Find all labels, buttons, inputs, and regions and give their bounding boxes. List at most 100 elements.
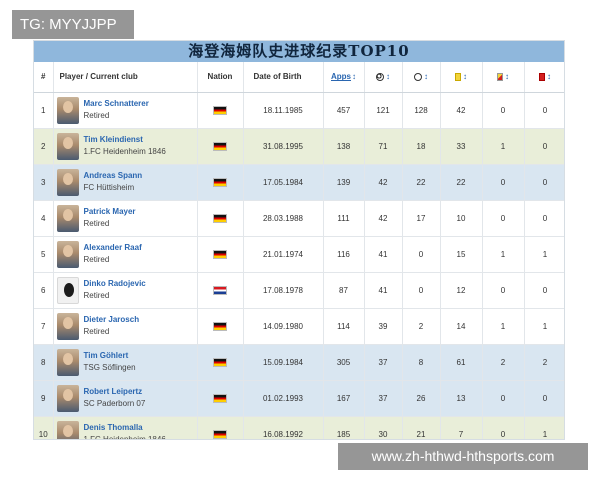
- second-yellow-card-icon: [497, 73, 503, 82]
- player-avatar[interactable]: [56, 384, 79, 412]
- second-yellow-cell: 1: [482, 128, 525, 165]
- red-sort-icon[interactable]: ↕: [547, 72, 551, 82]
- player-avatar[interactable]: [56, 240, 79, 268]
- second-yellow-cell: 2: [482, 344, 525, 381]
- flag-icon: [213, 393, 227, 403]
- assists-cell: 0: [402, 236, 441, 273]
- player-cell: Dieter Jarosch Retired: [53, 308, 198, 345]
- player-club: Retired: [83, 219, 110, 228]
- player-name-link[interactable]: Alexander Raaf: [83, 243, 142, 252]
- apps-header[interactable]: Apps↕: [323, 62, 365, 93]
- player-avatar[interactable]: [56, 96, 79, 124]
- red-cards-cell: 1: [524, 236, 564, 273]
- dob-header: Date of Birth: [243, 62, 324, 93]
- nation-cell: [197, 128, 244, 165]
- player-avatar[interactable]: [56, 168, 79, 196]
- goals-cell: 41: [364, 236, 403, 273]
- table-row: 10 Denis Thomalla 1.FC Heidenheim 1846 16.0…: [34, 416, 564, 439]
- player-avatar[interactable]: [56, 348, 79, 376]
- player-name-link[interactable]: Tim Kleindienst: [83, 135, 143, 144]
- goals-cell: 37: [364, 344, 403, 381]
- player-name-link[interactable]: Andreas Spann: [83, 171, 143, 180]
- second-yellow-header[interactable]: ↕: [482, 62, 525, 93]
- apps-cell: 116: [323, 236, 365, 273]
- player-name-link[interactable]: Patrick Mayer: [83, 207, 136, 216]
- flag-icon: [213, 177, 227, 187]
- assists-cell: 18: [402, 128, 441, 165]
- goals-cell: 37: [364, 380, 403, 417]
- yellow-sort-icon[interactable]: ↕: [463, 72, 467, 82]
- red-cards-cell: 1: [524, 308, 564, 345]
- player-name-link[interactable]: Marc Schnatterer: [83, 99, 149, 108]
- assists-cell: 26: [402, 380, 441, 417]
- second-yellow-cell: 0: [482, 380, 525, 417]
- player-name-link[interactable]: Dinko Radojevic: [83, 279, 146, 288]
- goals-cell: 121: [364, 92, 403, 129]
- rank-cell: 2: [34, 128, 54, 165]
- yellow-cards-header[interactable]: ↕: [440, 62, 483, 93]
- dob-cell: 17.08.1978: [243, 272, 324, 309]
- table-header-row: # Player / Current club Nation Date of B…: [34, 62, 564, 93]
- apps-sort-icon[interactable]: ↕: [352, 72, 356, 82]
- player-cell: Alexander Raaf Retired: [53, 236, 198, 273]
- player-cell: Tim Kleindienst 1.FC Heidenheim 1846: [53, 128, 198, 165]
- player-cell: Robert Leipertz SC Paderborn 07: [53, 380, 198, 417]
- apps-cell: 138: [323, 128, 365, 165]
- player-avatar[interactable]: [56, 132, 79, 160]
- dob-cell: 17.05.1984: [243, 164, 324, 201]
- flag-icon: [213, 285, 227, 295]
- flag-icon: [213, 213, 227, 223]
- player-avatar[interactable]: [56, 204, 79, 232]
- yellow-cards-cell: 12: [440, 272, 483, 309]
- player-name-link[interactable]: Denis Thomalla: [83, 423, 143, 432]
- assists-cell: 17: [402, 200, 441, 237]
- flag-icon: [213, 321, 227, 331]
- player-name-link[interactable]: Dieter Jarosch: [83, 315, 140, 324]
- table-title: 海登海姆队史进球纪录TOP10: [34, 41, 564, 62]
- player-cell: Tim Göhlert TSG Söflingen: [53, 344, 198, 381]
- goals-sort-icon[interactable]: ↕: [386, 72, 390, 82]
- apps-cell: 87: [323, 272, 365, 309]
- watermark-top-left: TG: MYYJJPP: [12, 10, 134, 39]
- red-card-icon: [539, 73, 545, 82]
- apps-sort-link[interactable]: Apps: [331, 72, 351, 82]
- nation-cell: [197, 416, 244, 439]
- goals-cell: 39: [364, 308, 403, 345]
- nation-cell: [197, 164, 244, 201]
- flag-icon: [213, 249, 227, 259]
- yellow-cards-cell: 7: [440, 416, 483, 439]
- player-cell: Marc Schnatterer Retired: [53, 92, 198, 129]
- player-avatar[interactable]: [56, 276, 79, 304]
- top-scorers-table: # Player / Current club Nation Date of B…: [34, 62, 564, 439]
- dob-cell: 18.11.1985: [243, 92, 324, 129]
- nation-cell: [197, 92, 244, 129]
- second-yellow-sort-icon[interactable]: ↕: [505, 72, 509, 82]
- red-cards-cell: 0: [524, 272, 564, 309]
- second-yellow-cell: 1: [482, 236, 525, 273]
- rank-cell: 7: [34, 308, 54, 345]
- player-avatar[interactable]: [56, 420, 79, 439]
- second-yellow-cell: 0: [482, 200, 525, 237]
- player-club: Retired: [83, 291, 110, 300]
- apps-cell: 305: [323, 344, 365, 381]
- rank-cell: 10: [34, 416, 54, 439]
- goals-header[interactable]: ↕: [364, 62, 403, 93]
- red-cards-cell: 0: [524, 164, 564, 201]
- assists-header[interactable]: ↕: [402, 62, 441, 93]
- apps-cell: 185: [323, 416, 365, 439]
- player-name-link[interactable]: Robert Leipertz: [83, 387, 143, 396]
- yellow-cards-cell: 10: [440, 200, 483, 237]
- second-yellow-cell: 0: [482, 92, 525, 129]
- player-name-link[interactable]: Tim Göhlert: [83, 351, 129, 360]
- second-yellow-cell: 0: [482, 416, 525, 439]
- rank-cell: 4: [34, 200, 54, 237]
- player-avatar[interactable]: [56, 312, 79, 340]
- assists-sort-icon[interactable]: ↕: [424, 72, 428, 82]
- player-club: 1.FC Heidenheim 1846: [83, 147, 166, 156]
- flag-icon: [213, 105, 227, 115]
- assist-icon: [414, 73, 422, 82]
- red-cards-cell: 0: [524, 92, 564, 129]
- rank-cell: 1: [34, 92, 54, 129]
- red-cards-header[interactable]: ↕: [524, 62, 564, 93]
- yellow-cards-cell: 15: [440, 236, 483, 273]
